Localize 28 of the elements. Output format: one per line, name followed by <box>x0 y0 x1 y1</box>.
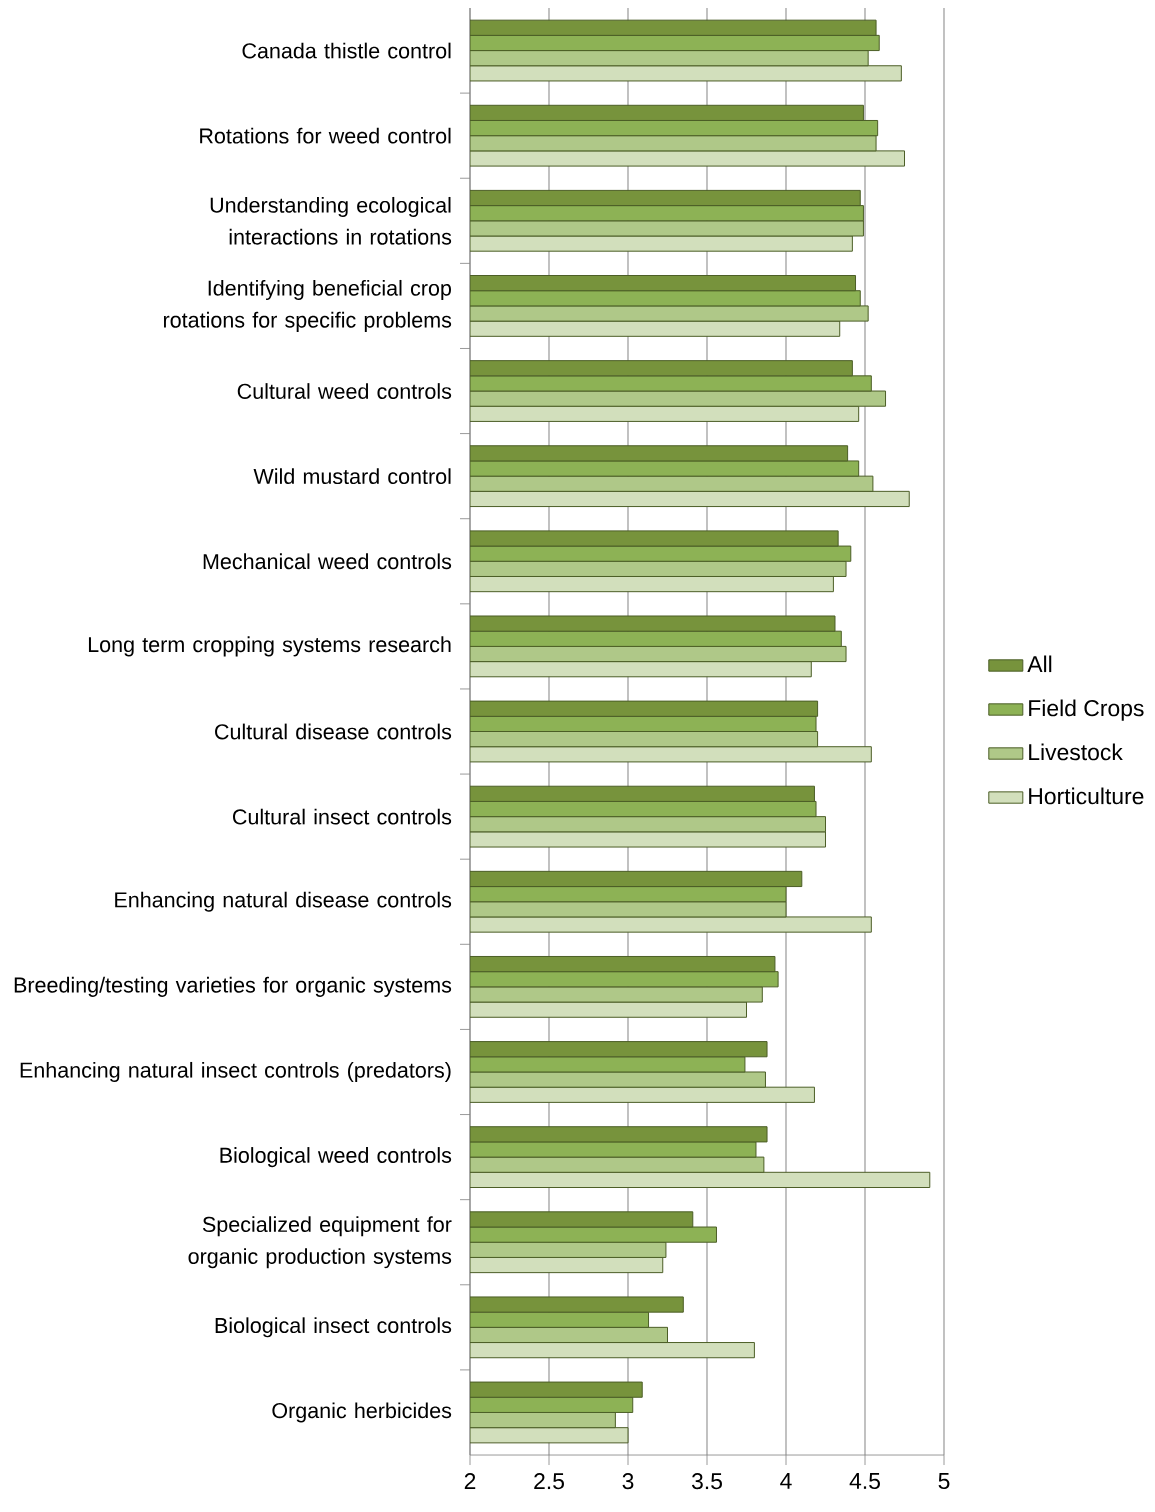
y-tick-label: Enhancing natural disease controls <box>115 891 452 912</box>
y-tick-label: Organic herbicides <box>272 1402 452 1423</box>
legend-label: Field Crops <box>1029 699 1144 721</box>
y-tick-label: Canada thistle control <box>242 42 451 59</box>
y-tick-label: Wild mustard control <box>253 468 451 485</box>
y-tick-label: Enhancing natural insect controls (predators) <box>20 1061 451 1083</box>
y-tick-label: Breeding/testing varieties for organic systems <box>14 976 452 997</box>
x-tick-label: 3.5 <box>691 1473 722 1490</box>
x-tick-label: 2.5 <box>534 1473 564 1490</box>
x-tick-label: 5 <box>938 1473 950 1490</box>
y-tick-label: Long term cropping systems research <box>88 636 451 657</box>
x-tick-label: 4.5 <box>849 1473 880 1490</box>
x-tick-label: 3 <box>622 1473 634 1490</box>
legend-label: All <box>1027 655 1052 673</box>
y-tick-label: Cultural disease controls <box>215 723 452 740</box>
legend-label: Livestock <box>1029 743 1123 761</box>
x-tick-label: 2 <box>464 1473 476 1490</box>
y-tick-label: Rotations for weed control <box>200 127 451 144</box>
x-tick-label: 4 <box>780 1473 792 1489</box>
y-tick-label: Cultural weed controls <box>237 383 452 399</box>
y-tick-label: Understanding ecological interactions in rotations <box>210 196 452 245</box>
y-tick-label: Biological insect controls <box>215 1317 452 1338</box>
y-tick-label: Specialized equipment for organic production systems <box>188 1216 452 1269</box>
legend-label: Horticulture <box>1029 787 1144 805</box>
y-tick-label: Mechanical weed controls <box>203 553 452 570</box>
y-tick-label: Identifying beneficial crop rotations for specific problems <box>163 279 452 332</box>
y-tick-label: Biological weed controls <box>220 1147 452 1168</box>
y-tick-label: Cultural insect controls <box>232 808 452 825</box>
